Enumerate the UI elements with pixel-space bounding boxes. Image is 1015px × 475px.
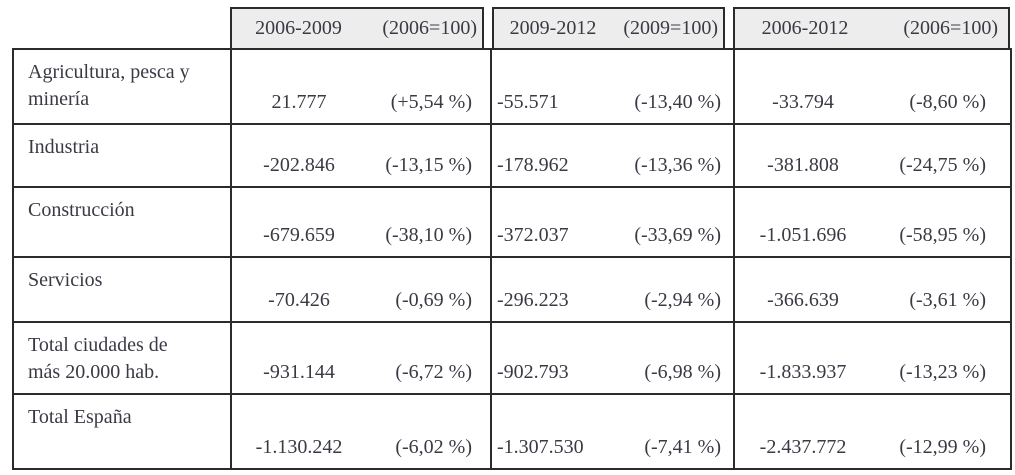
- header-group-2006-2012: 2006-2012 (2006=100): [733, 7, 1010, 48]
- percent-cell: (-13,23 %): [871, 322, 1011, 395]
- percent-cell: (+5,54 %): [366, 49, 492, 125]
- header-group-2006-2009: 2006-2009 (2006=100): [230, 7, 484, 48]
- percent-cell: (-6,02 %): [366, 394, 492, 469]
- header-period: 2006-2009: [255, 17, 342, 39]
- value-cell: -366.639: [734, 257, 871, 323]
- value-cell: -2.437.772: [759, 436, 847, 458]
- value-cell: 21.777: [231, 49, 366, 125]
- percent-cell: (-13,15 %): [366, 124, 492, 188]
- table-row: Construcción -679.659 (-38,10 %) -372.03…: [13, 187, 1011, 258]
- percent-cell: (-0,69 %): [366, 257, 492, 323]
- value-cell: -1.130.242: [255, 436, 343, 458]
- value-cell: -1.051.696: [734, 187, 871, 258]
- header-index: (2006=100): [903, 17, 998, 39]
- value-cell: -931.144: [231, 322, 366, 395]
- table-row: Total España -1.130.242 (-6,02 %) -1.307…: [13, 394, 1011, 469]
- percent-cell: (-24,75 %): [871, 124, 1011, 188]
- percent-cell: (-13,40 %): [611, 49, 735, 125]
- percent-cell: (-6,72 %): [366, 322, 492, 395]
- percent-cell: (-38,10 %): [366, 187, 492, 258]
- table-row: Industria -202.846 (-13,15 %) -178.962 (…: [13, 124, 1011, 188]
- percent-cell: (-8,60 %): [871, 49, 1011, 125]
- table-row: Total ciudades de más 20.000 hab. -931.1…: [13, 322, 1011, 395]
- value-cell: -202.846: [231, 124, 366, 188]
- percent-cell: (-13,36 %): [611, 124, 735, 188]
- row-label: Servicios: [13, 257, 232, 323]
- row-label: Construcción: [13, 187, 232, 258]
- header-index: (2009=100): [623, 17, 718, 39]
- row-label: Agricultura, pesca y minería: [13, 49, 232, 125]
- value-cell: -381.808: [734, 124, 871, 188]
- value-cell: -1.833.937: [734, 322, 871, 395]
- value-cell: -178.962: [491, 124, 611, 188]
- value-cell: -679.659: [231, 187, 366, 258]
- value-cell: -372.037: [491, 187, 611, 258]
- header-index: (2006=100): [382, 17, 477, 39]
- row-label: Total España: [13, 394, 232, 469]
- row-label: Total ciudades de más 20.000 hab.: [13, 322, 232, 395]
- percent-cell: (-12,99 %): [899, 436, 986, 458]
- header-group-2009-2012: 2009-2012 (2009=100): [492, 7, 725, 48]
- table-row: Servicios -70.426 (-0,69 %) -296.223 (-2…: [13, 257, 1011, 323]
- value-cell: -55.571: [491, 49, 611, 125]
- percent-cell: (-3,61 %): [871, 257, 1011, 323]
- value-cell: -1.307.530: [497, 436, 584, 458]
- value-cell: -902.793: [491, 322, 611, 395]
- row-label: Industria: [13, 124, 232, 188]
- value-cell: -296.223: [491, 257, 611, 323]
- table-row: Agricultura, pesca y minería 21.777 (+5,…: [13, 49, 1011, 125]
- header-period: 2006-2012: [761, 17, 849, 39]
- percent-cell: (-6,98 %): [611, 322, 735, 395]
- value-cell: -70.426: [231, 257, 366, 323]
- table-body: Agricultura, pesca y minería 21.777 (+5,…: [12, 48, 1012, 470]
- percent-cell: (-58,95 %): [871, 187, 1011, 258]
- sector-employment-table: Agricultura, pesca y minería 21.777 (+5,…: [12, 48, 1012, 470]
- percent-cell: (-7,41 %): [611, 394, 735, 469]
- value-cell: -33.794: [734, 49, 871, 125]
- percent-cell: (-33,69 %): [611, 187, 735, 258]
- header-period: 2009-2012: [509, 17, 597, 39]
- percent-cell: (-2,94 %): [611, 257, 735, 323]
